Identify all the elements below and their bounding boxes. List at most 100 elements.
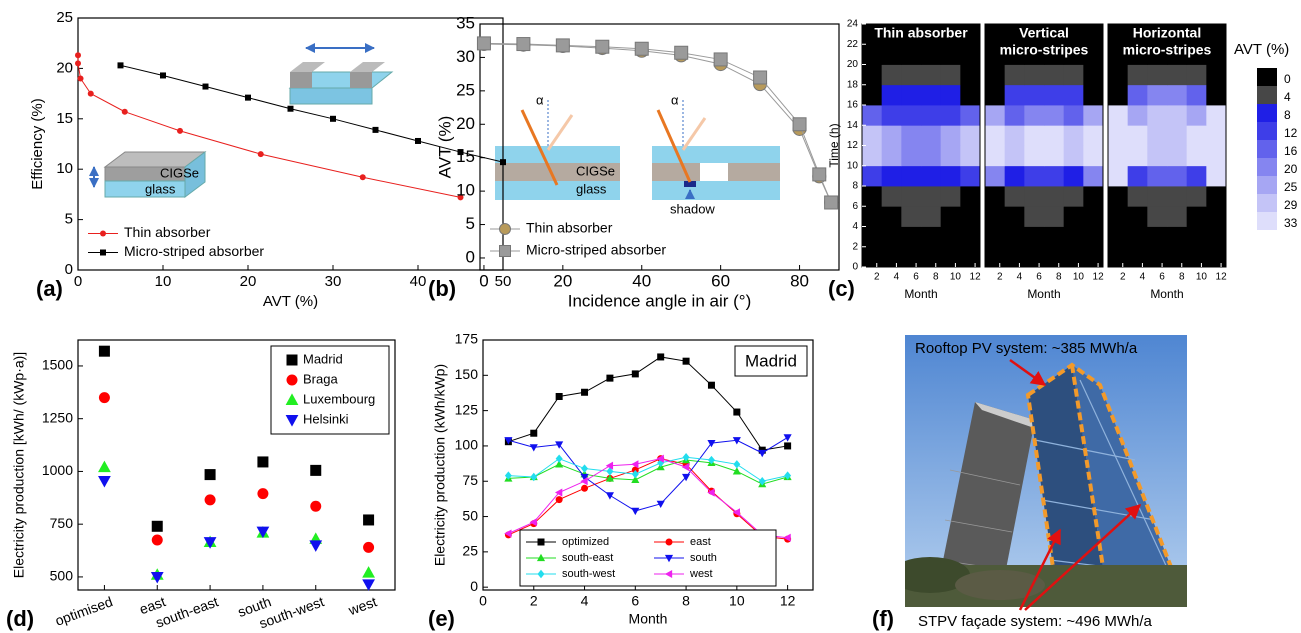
heatmap-cell [901,84,922,106]
heatmap-cell [1127,84,1148,106]
y-tick-label: 8 [852,181,858,192]
inset-label: CIGSe [576,163,615,178]
legend-label: optimized [562,536,609,548]
heatmap-cell [1024,206,1045,227]
heatmap-cell [1004,24,1025,45]
series-line [508,458,788,539]
heatmap-cell [921,64,942,86]
heatmap-cell [1167,44,1188,65]
x-tick-label: 6 [631,593,639,609]
heatmap-cell [1044,165,1065,187]
data-point [674,45,689,60]
heatmap-cell [1108,246,1129,268]
heatmap-cell [1186,145,1207,167]
heatmap-cell [1063,125,1084,146]
heatmap-cell [1206,84,1227,106]
heatmap-cell [1186,186,1207,207]
data-point [631,460,639,469]
heatmap-cell [1108,186,1129,207]
y-tick-label: 22 [847,39,859,50]
data-point [733,408,741,416]
heatmap-cell [1004,105,1025,126]
inset-label: α [536,92,544,107]
heatmap-cell [901,64,922,86]
y-tick-label: 150 [455,366,479,382]
heatmap-cell [985,226,1006,248]
data-point [504,529,512,538]
x-tick-label: 10 [1073,272,1085,283]
x-tick-label: 10 [155,273,172,290]
colorbar-swatch [1257,104,1277,122]
x-tick-label: 12 [970,272,982,283]
heatmap-cell [862,84,883,106]
heatmap-cell [1083,24,1104,45]
data-point [151,520,163,532]
legend-marker [285,415,299,427]
x-tick-label: 10 [950,272,962,283]
heatmap-cell [901,186,922,207]
x-tick-label: 12 [1093,272,1105,283]
photo [905,335,1187,607]
legend-label: south [690,552,717,564]
heatmap-cell [940,226,961,248]
heatmap-cell [1186,64,1207,86]
heatmap-cell [960,165,981,187]
heatmap-cell [1044,105,1065,126]
heatmap-cell [1044,145,1065,167]
heatmap-cell [862,24,883,45]
y-tick-label: 20 [847,59,859,70]
legend-label: Luxembourg [303,391,375,406]
heatmap-cell [1063,64,1084,86]
heatmap-cell [1044,44,1065,65]
colorbar-swatch [1257,86,1277,104]
heatmap-cell [901,145,922,167]
x-tick-label: 20 [240,273,257,290]
inset-label: glass [576,181,607,196]
y-tick-label: 14 [847,120,859,131]
x-axis-label: AVT (%) [263,293,318,310]
panel-label: (e) [428,606,455,631]
data-point [310,464,322,476]
heatmap-cell [862,64,883,86]
heatmap-cell [985,186,1006,207]
data-point [606,374,614,382]
data-point [245,94,251,101]
y-tick-label: 0 [466,247,475,266]
data-point [707,488,715,497]
heatmap-cell [881,145,902,167]
heatmap-cell [862,246,883,268]
colorbar-swatch [1257,122,1277,140]
data-point [98,392,110,404]
data-point [529,444,538,452]
heatmap-cell [901,24,922,45]
x-tick-label: 6 [913,272,919,283]
heatmap-cell [1206,165,1227,187]
legend-label: south-east [562,552,613,564]
data-point [681,463,690,472]
heatmap-cell [1083,44,1104,65]
legend-marker [285,393,299,405]
data-point [732,467,741,475]
y-tick-label: 6 [852,201,858,212]
heatmap-cell [881,84,902,106]
x-tick-label: 0 [74,273,82,290]
data-point [516,37,531,52]
data-point [309,540,323,552]
annotation: Madrid [745,351,797,370]
plot-frame [482,339,814,591]
legend-marker [499,245,511,257]
x-tick-label: 8 [933,272,939,283]
legend-marker [100,249,106,256]
colorbar-swatch [1257,194,1277,212]
heatmap-cell [1167,206,1188,227]
x-tick-label: 20 [553,271,572,290]
heatmap-cell [921,186,942,207]
plot-frame [479,23,840,271]
heatmap-cell [1186,84,1207,106]
heatmap-cell [985,84,1006,106]
heatmap-cell [1083,64,1104,86]
heatmap-cell [1206,105,1227,126]
x-tick-label: 50 [495,273,512,290]
heatmap-cell [1127,165,1148,187]
